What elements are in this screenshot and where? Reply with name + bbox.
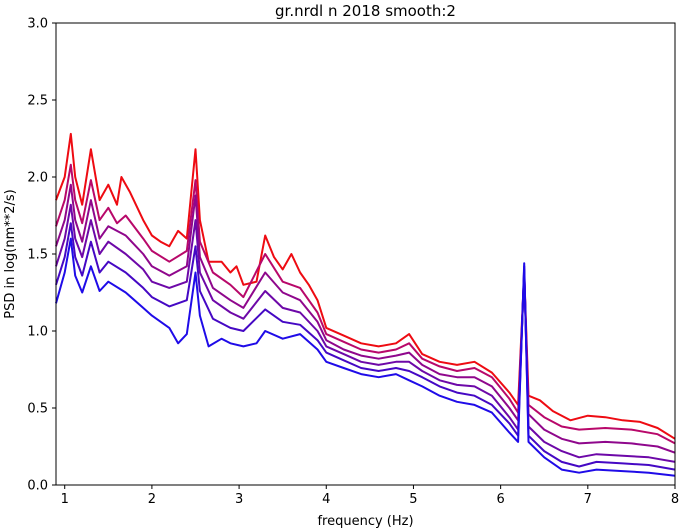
ticks-layer: 1 2 3 4 5 6 7 8 0.0 0.5 1.0 1.5 2.0 2.5 3.0 (27, 17, 679, 508)
y-axis-title: PSD in log(nm**2/s) (3, 189, 18, 319)
x-tick-label: 8 (671, 492, 679, 507)
y-tick-label: 0.5 (27, 402, 48, 417)
y-tick-label: 2.0 (27, 171, 48, 186)
series-line-5 (55, 222, 676, 471)
series-line-1 (55, 132, 676, 440)
series-layer (55, 132, 676, 477)
y-tick-label: 1.0 (27, 325, 48, 340)
y-tick-label: 2.5 (27, 94, 48, 109)
plot-area-frame (55, 22, 676, 486)
x-tick-label: 3 (235, 492, 243, 507)
x-tick-label: 4 (322, 492, 330, 507)
x-tick-label: 6 (496, 492, 504, 507)
series-line-2 (55, 163, 676, 445)
y-tick-label: 1.5 (27, 248, 48, 263)
chart-title: gr.nrdl n 2018 smooth:2 (275, 2, 456, 20)
x-tick-label: 1 (61, 492, 69, 507)
y-tick-label: 0.0 (27, 479, 48, 494)
series-line-3 (55, 183, 676, 454)
series-line-4 (55, 203, 676, 463)
x-tick-label: 2 (148, 492, 156, 507)
series-line-6 (55, 237, 676, 477)
x-tick-label: 5 (409, 492, 417, 507)
x-tick-label: 7 (584, 492, 592, 507)
x-axis-title: frequency (Hz) (317, 514, 413, 529)
y-tick-label: 3.0 (27, 17, 48, 32)
